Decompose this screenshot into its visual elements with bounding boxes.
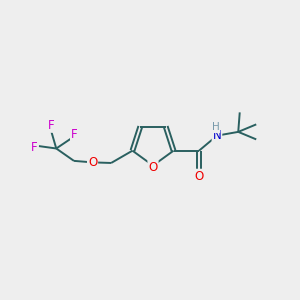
Text: O: O: [194, 170, 204, 183]
Text: N: N: [213, 129, 221, 142]
Text: O: O: [148, 160, 158, 174]
Text: F: F: [47, 119, 54, 132]
Text: F: F: [71, 128, 78, 141]
Text: F: F: [31, 141, 38, 154]
Text: H: H: [212, 122, 219, 132]
Text: O: O: [88, 156, 97, 169]
